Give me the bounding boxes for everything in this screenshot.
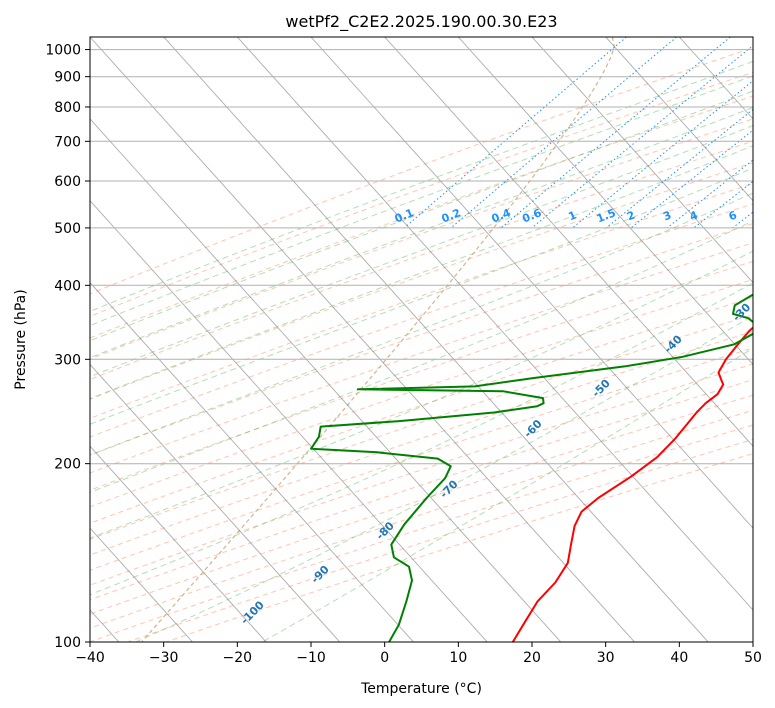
- dry-adiabat: [90, 330, 753, 556]
- x-tick-label: −10: [296, 650, 326, 666]
- dry-adiabat: [90, 363, 753, 586]
- dry-adiabat: [90, 279, 753, 508]
- y-tick-label: 700: [54, 134, 81, 150]
- dewpoint-profile: [310, 293, 753, 642]
- isotherm-line: [90, 118, 562, 642]
- dry-adiabat: [127, 438, 753, 642]
- x-tick-label: 0: [380, 650, 389, 666]
- x-tick-label: 20: [523, 650, 541, 666]
- mixing-ratio-label: 3: [661, 208, 673, 223]
- x-tick-label: 40: [670, 650, 688, 666]
- moist-adiabat: [135, 315, 753, 642]
- accent-curve: [141, 37, 616, 642]
- x-tick-label: −40: [75, 650, 105, 666]
- isotherm-line: [310, 37, 753, 529]
- y-tick-label: 300: [54, 352, 81, 368]
- mixing-ratio-label: 2: [625, 208, 637, 223]
- mixing-ratio-label: 1: [567, 208, 579, 223]
- chart-title: wetPf2_C2E2.2025.190.00.30.E23: [285, 12, 557, 32]
- x-tick-label: 50: [744, 650, 762, 666]
- x-tick-label: 10: [449, 650, 467, 666]
- moist-adiabat: [262, 347, 753, 642]
- temperature-profile: [511, 326, 753, 642]
- moist-adiabat: [90, 124, 753, 378]
- isotherm-line: [163, 37, 709, 642]
- isotherm-line: [90, 363, 341, 642]
- x-axis-label: Temperature (°C): [360, 681, 482, 697]
- x-tick-label: −20: [223, 650, 253, 666]
- dry-adiabat: [90, 223, 753, 456]
- mixing-ratio-line: [403, 37, 627, 229]
- mixing-ratio-line: [572, 80, 753, 229]
- dry-adiabat: [90, 409, 753, 629]
- y-tick-label: 400: [54, 278, 81, 294]
- background-lines: [90, 37, 753, 642]
- y-tick-label: 200: [54, 457, 81, 473]
- mixing-ratio-line: [450, 37, 677, 229]
- moist-adiabat: [90, 144, 753, 400]
- isotherm-line: [457, 37, 753, 366]
- isotherm-line: [90, 445, 267, 642]
- y-tick-label: 500: [54, 221, 81, 237]
- isotherm-line: [605, 37, 753, 202]
- isotherm-line: [531, 37, 753, 284]
- isotherm-line: [90, 527, 193, 642]
- x-tick-label: 30: [597, 650, 615, 666]
- axes: −40 −30 −20 −10 0 10 20 30 40 50 100 200 300 400 500 60…: [45, 43, 762, 666]
- plot-frame: [89, 36, 754, 643]
- x-tick-label: −30: [149, 650, 179, 666]
- y-tick-label: 800: [54, 100, 81, 116]
- y-tick-label: 600: [54, 174, 81, 190]
- isotherm-line: [90, 281, 414, 642]
- isotherm-line: [90, 199, 488, 642]
- moist-adiabat: [90, 250, 753, 539]
- mixing-ratio-line: [605, 108, 753, 229]
- dry-adiabat: [90, 260, 753, 491]
- moist-adiabat: [90, 192, 753, 456]
- profile-lines: [310, 293, 753, 642]
- dry-adiabat: [90, 140, 753, 380]
- dry-adiabat: [90, 203, 753, 438]
- y-tick-label: 1000: [45, 43, 81, 59]
- moist-adiabat: [90, 282, 753, 596]
- isotherm-line: [90, 37, 635, 642]
- y-tick-label: 100: [54, 635, 81, 651]
- dry-adiabat: [90, 394, 753, 615]
- y-axis-label: Pressure (hPa): [13, 289, 29, 389]
- mixing-ratio-line: [500, 37, 731, 229]
- moist-adiabat: [90, 106, 753, 359]
- isotherm-line: [384, 37, 753, 447]
- moist-adiabat: [90, 60, 753, 312]
- isotherm-line: [236, 37, 753, 611]
- y-tick-label: 900: [54, 70, 81, 86]
